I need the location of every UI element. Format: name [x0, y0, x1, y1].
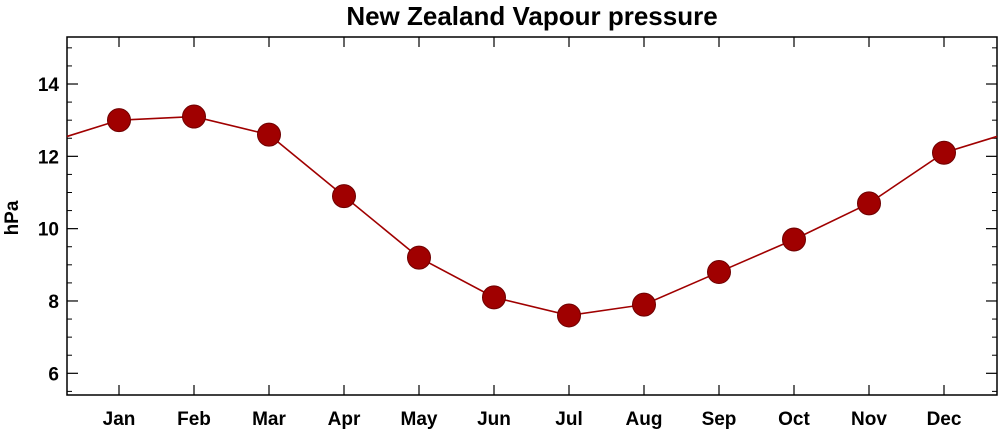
y-axis-label: hPa — [2, 200, 23, 235]
x-tick-label: Dec — [927, 409, 962, 430]
data-point — [332, 184, 356, 209]
chart-title: New Zealand Vapour pressure — [346, 1, 717, 31]
minor-ticks — [67, 47, 997, 392]
x-tick-label: Sep — [702, 409, 737, 430]
data-point — [857, 191, 881, 216]
y-tick-label: 12 — [38, 147, 59, 168]
data-point — [407, 245, 431, 270]
x-tick-label: Apr — [328, 409, 361, 430]
data-point — [932, 140, 956, 165]
y-ticks: 6 8 10 12 14 — [38, 75, 997, 385]
data-point — [557, 303, 581, 328]
x-tick-label: Feb — [177, 409, 211, 430]
data-point — [482, 285, 506, 310]
x-tick-label: Jul — [555, 409, 582, 430]
series-line — [66, 115, 998, 317]
y-tick-label: 14 — [38, 75, 60, 96]
data-points — [107, 104, 956, 328]
y-tick-label: 10 — [38, 220, 59, 241]
y-tick-label: 8 — [48, 292, 59, 313]
x-tick-label: Mar — [252, 409, 286, 430]
x-tick-label: May — [401, 409, 438, 430]
data-point — [182, 104, 206, 129]
plot-frame — [66, 36, 998, 396]
data-point — [707, 260, 731, 285]
x-tick-label: Oct — [778, 409, 810, 430]
y-tick-label: 6 — [48, 364, 59, 385]
data-point — [782, 227, 806, 252]
x-tick-label: Jan — [103, 409, 136, 430]
data-point — [257, 122, 281, 147]
data-point — [632, 292, 656, 317]
x-tick-label: Nov — [851, 409, 887, 430]
x-tick-label: Aug — [626, 409, 663, 430]
data-point — [107, 108, 131, 133]
x-ticks: Jan Feb Mar Apr May Jun Jul Aug Sep Oct Nov Dec — [103, 37, 962, 430]
x-tick-label: Jun — [477, 409, 511, 430]
